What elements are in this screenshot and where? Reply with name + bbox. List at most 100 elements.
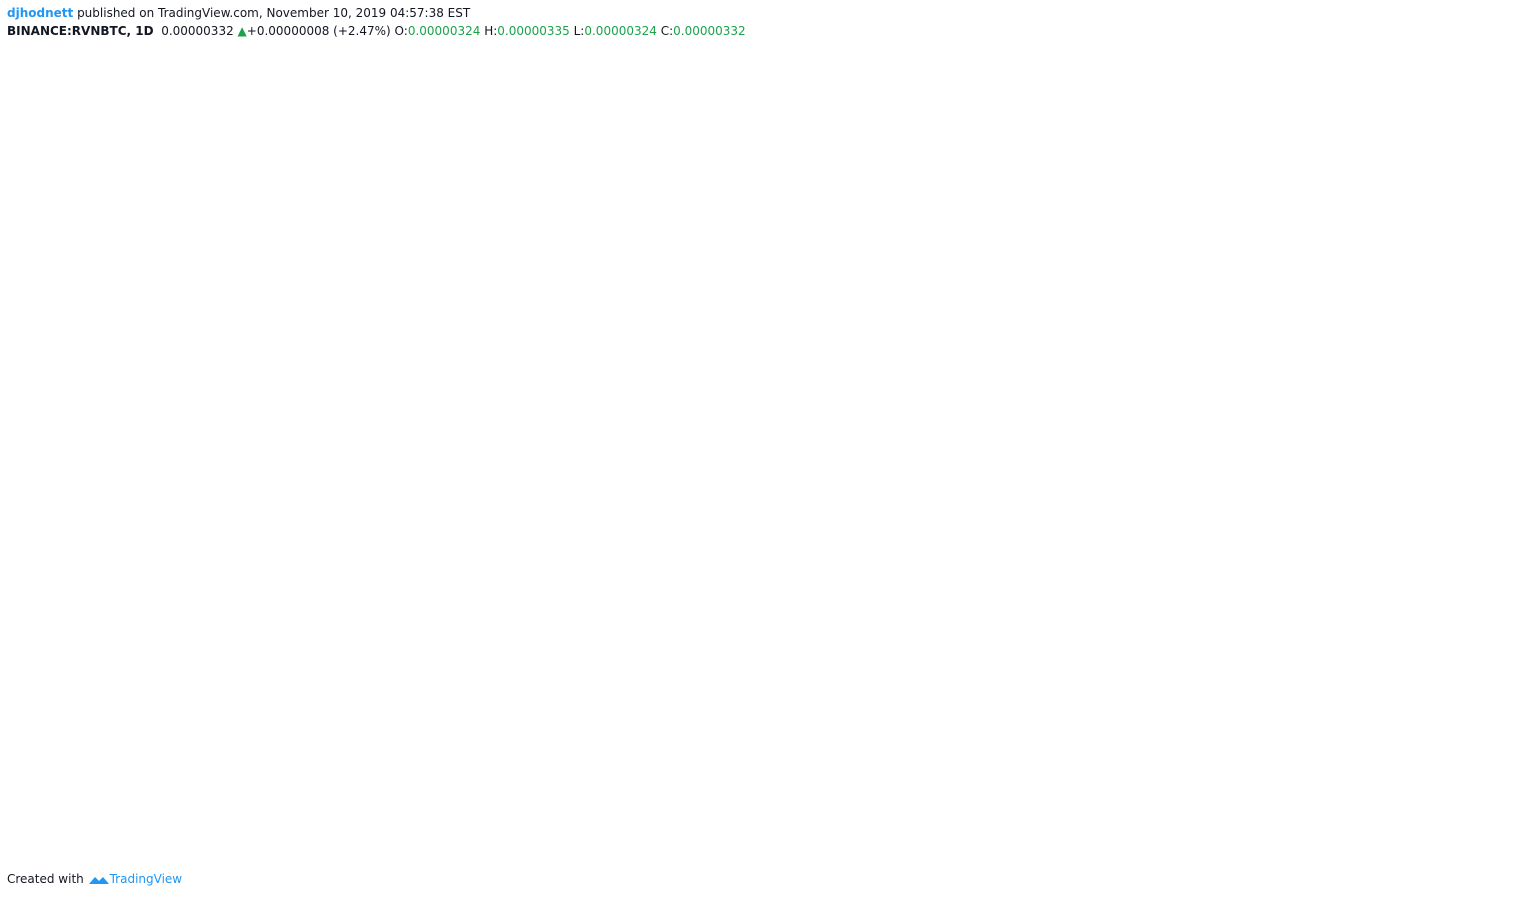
candle-body xyxy=(823,626,834,643)
price-label-box xyxy=(1440,686,1520,705)
fib-box xyxy=(560,257,1408,276)
candle-body xyxy=(470,696,481,714)
candle-body xyxy=(454,669,465,697)
ohlc-key: H: xyxy=(484,24,498,38)
candle-body xyxy=(700,475,711,524)
candle-body xyxy=(316,621,327,649)
ohlc-value: 0.00000324 xyxy=(407,24,481,38)
y-tick-label: 0.00001000 xyxy=(1448,328,1514,341)
ohlc-key: L: xyxy=(573,24,585,38)
candle-body xyxy=(839,642,850,660)
y-tick-label: 0.00001100 xyxy=(1448,274,1514,287)
brand[interactable]: TradingView xyxy=(109,872,183,886)
candle-body xyxy=(870,610,881,654)
x-tick-label: Jul xyxy=(797,841,811,854)
y-tick-label: 0.00000200 xyxy=(1448,760,1514,773)
fib-label: 0.382(0.00000555) xyxy=(559,568,666,581)
frame xyxy=(6,42,1526,862)
fib-label: 0.786(0.00000814) xyxy=(548,428,666,441)
fib-trend xyxy=(671,435,681,708)
up-arrow: ▲ xyxy=(237,24,247,38)
fib-box xyxy=(257,617,1364,635)
created: Created with xyxy=(7,872,84,886)
candle-body xyxy=(685,415,696,476)
candle-body xyxy=(777,442,788,503)
ohlc-value: 0.00000324 xyxy=(584,24,657,38)
candle-body xyxy=(670,334,681,416)
candle-body xyxy=(762,415,773,443)
candle-body xyxy=(608,118,619,200)
x-tick-label: 2019 xyxy=(393,841,421,854)
price-label: 0.00000292 xyxy=(1446,710,1519,723)
candle-body xyxy=(377,659,388,670)
y-tick-label: 0.00000100 xyxy=(1448,814,1514,827)
candle-body xyxy=(254,399,265,465)
ohlc: O:0.00000324 H:0.00000335 L:0.00000324 C… xyxy=(395,24,746,38)
fib-label: 1.414(0.00001217) xyxy=(559,211,666,224)
candle-body xyxy=(331,605,342,649)
candle-body xyxy=(1008,632,1019,665)
ohlc-value: 0.00000335 xyxy=(497,24,570,38)
y-tick-label: 0.00001400 xyxy=(1448,112,1514,125)
fib-label: 1.382(0.00001196) xyxy=(559,222,666,235)
y-tick-label: 0.00000300 xyxy=(1448,706,1514,719)
candle-body xyxy=(962,702,973,714)
candle-body xyxy=(285,507,296,557)
footer: Created with TradingView xyxy=(7,872,182,886)
y-tick-label: 0.00000600 xyxy=(1448,544,1514,557)
candle-body xyxy=(793,502,804,562)
candle-body xyxy=(854,610,865,660)
candle-body xyxy=(977,686,988,703)
author[interactable]: djhodnett xyxy=(7,6,74,20)
price-label-box xyxy=(1440,728,1520,747)
y-tick-label: 0.00001500 xyxy=(1448,58,1514,71)
fib-label: 0.236(0.00000461) xyxy=(548,619,666,632)
fib-label: 0.618(0.00000706) xyxy=(559,487,666,500)
candle-body xyxy=(916,680,927,703)
candle-body xyxy=(731,496,742,530)
fib-box xyxy=(270,566,1353,585)
price-label-box xyxy=(1440,708,1520,727)
fib-box xyxy=(285,484,1353,503)
candle-body xyxy=(1054,691,1065,703)
candle-body xyxy=(593,118,604,254)
y-tick-label: 0.00001300 xyxy=(1448,166,1514,179)
logo-shape xyxy=(88,876,109,884)
publish-line: djhodnett published on TradingView.com, … xyxy=(7,4,746,22)
fib-box xyxy=(234,426,1347,445)
candle-body xyxy=(347,605,358,660)
candle-body xyxy=(362,659,373,670)
candle-body xyxy=(562,486,573,508)
candle-body xyxy=(1039,659,1050,692)
candle-body xyxy=(885,653,896,692)
candle-body xyxy=(900,691,911,703)
y-tick-label: 0.00000900 xyxy=(1448,382,1514,395)
x-tick-label: 2020 xyxy=(1195,841,1223,854)
candle-body xyxy=(516,702,527,724)
candle-body xyxy=(500,718,511,724)
candle-body xyxy=(531,594,542,703)
watermark: Ravencoin / Bitcoin, 1D, BINANCE xyxy=(15,54,216,68)
candle-body xyxy=(439,669,450,692)
candle-body xyxy=(993,664,1004,687)
x-tick-label: Nov xyxy=(262,841,284,854)
candle-body xyxy=(408,680,419,687)
last-price: 0.00000332 xyxy=(161,24,234,38)
candle-body xyxy=(623,172,634,200)
ohlc-value: 0.00000332 xyxy=(673,24,746,38)
support-zone xyxy=(193,716,1263,739)
candle-body xyxy=(485,713,496,719)
price-label: 0.00000255 xyxy=(1446,730,1519,743)
x-tick-label: May xyxy=(659,841,682,854)
candle-body xyxy=(393,659,404,681)
candle-body xyxy=(270,464,281,508)
candle-body xyxy=(423,686,434,692)
header: djhodnett published on TradingView.com, … xyxy=(7,4,746,40)
candle-body xyxy=(239,399,250,714)
candle-body xyxy=(808,561,819,627)
axes: 0.00001500 0.00001400 0.00001300 0.00001200… xyxy=(262,58,1520,854)
y-tick-label: 0.00000500 xyxy=(1448,598,1514,611)
plot: 1.618(0.00001348) 1.414(0.00001217)1.382(… xyxy=(7,43,1440,739)
